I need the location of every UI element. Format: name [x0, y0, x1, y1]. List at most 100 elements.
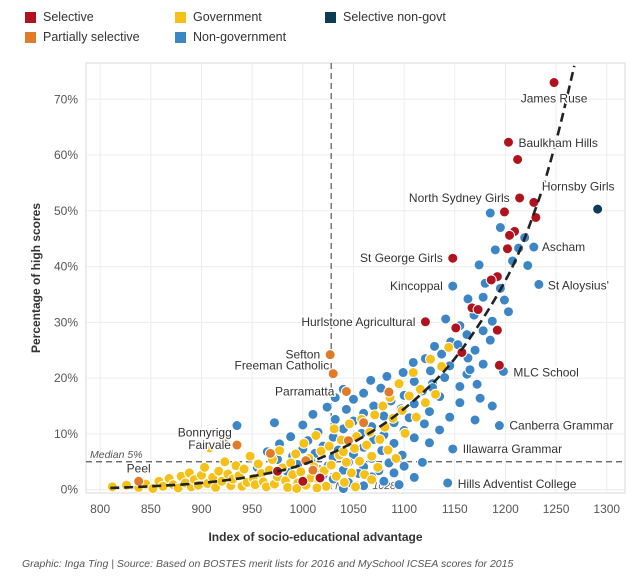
point-partially-selective	[358, 417, 370, 429]
legend-swatch-selective	[25, 11, 36, 23]
point-government	[330, 470, 342, 482]
point-non-government	[522, 259, 534, 271]
point-government	[343, 418, 355, 430]
point-non-government	[429, 340, 441, 352]
point-government	[374, 433, 386, 445]
y-tick-label: 0%	[61, 483, 79, 497]
legend-label-government: Government	[193, 10, 262, 24]
point-non-government	[442, 477, 454, 489]
point-partially-selective	[133, 475, 145, 487]
point-government	[298, 437, 310, 449]
point-non-government	[477, 291, 489, 303]
point-non-government	[388, 467, 400, 479]
point-non-government	[329, 413, 341, 425]
tick-labels: 800 850 900 950 1000 1050 1100 1150 1200 1250 1300…	[54, 92, 620, 516]
y-tick-label: 20%	[54, 371, 78, 385]
point-non-government	[494, 222, 506, 234]
point-non-government	[416, 456, 428, 468]
point-non-government	[484, 207, 496, 219]
point-government	[340, 456, 352, 468]
point-label: James Ruse	[521, 92, 588, 106]
point-non-government	[231, 420, 243, 432]
point-non-government	[462, 293, 474, 305]
point-non-government	[471, 378, 483, 390]
point-government	[121, 479, 133, 491]
point-government	[354, 455, 366, 467]
point-non-government	[502, 306, 514, 318]
point-non-government	[408, 471, 420, 483]
point-label: North Sydney Girls	[409, 191, 510, 205]
point-selective	[504, 229, 515, 241]
point-non-government	[447, 443, 459, 455]
point-government	[310, 430, 322, 442]
point-non-government	[440, 313, 452, 325]
y-tick-label: 50%	[54, 204, 78, 218]
point-government	[325, 459, 337, 471]
x-tick-label: 1100	[391, 502, 417, 516]
point-government	[213, 465, 225, 477]
point-government	[403, 390, 415, 402]
legend-label-non-government: Non-government	[193, 30, 287, 44]
x-axis-title: Index of socio-educational advantage	[208, 530, 422, 544]
x-tick-label: 1150	[442, 502, 468, 516]
point-non-government	[365, 374, 377, 386]
point-government	[291, 483, 303, 495]
point-non-government	[477, 358, 489, 370]
point-non-government	[474, 392, 486, 404]
point-government	[348, 442, 360, 454]
point-selective	[491, 324, 503, 336]
point-non-government	[486, 400, 498, 412]
point-non-government	[423, 437, 435, 449]
point-label: St George Girls	[360, 251, 443, 265]
point-partially-selective	[340, 385, 352, 397]
source-credit: Graphic: Inga Ting | Source: Based on BO…	[22, 558, 514, 570]
x-tick-label: 1300	[593, 502, 620, 516]
point-non-government	[418, 418, 430, 430]
point-selective	[314, 472, 326, 484]
point-non-government	[477, 325, 489, 337]
point-label: Bonnyrigg	[178, 425, 232, 439]
x-tick-label: 1200	[492, 502, 519, 516]
point-partially-selective	[264, 447, 276, 459]
point-non-government	[408, 432, 420, 444]
point-non-government	[358, 387, 370, 399]
legend-item-government: Government	[175, 10, 262, 24]
legend-swatch-partially-selective	[25, 31, 36, 43]
point-government	[282, 481, 294, 493]
point-government	[436, 360, 448, 372]
point-selective	[472, 304, 484, 316]
point-government	[443, 341, 455, 353]
y-tick-label: 70%	[54, 92, 78, 106]
point-government	[320, 480, 332, 492]
point-government	[311, 482, 323, 494]
point-government	[199, 461, 211, 473]
point-label: Hills Adventist College	[458, 477, 577, 491]
x-tick-label: 950	[242, 502, 262, 516]
point-partially-selective	[324, 349, 336, 361]
point-government	[369, 409, 381, 421]
point-partially-selective	[383, 386, 395, 398]
point-non-government	[489, 244, 501, 256]
point-government	[328, 423, 340, 435]
point-label: Baulkham Hills	[518, 136, 597, 150]
point-non-government	[321, 401, 333, 413]
point-non-government	[498, 294, 510, 306]
point-non-government	[347, 393, 359, 405]
point-partially-selective	[218, 432, 230, 444]
point-selective	[450, 322, 462, 334]
point-label: Hurlstone Agricultural	[301, 315, 415, 329]
point-selective	[548, 77, 560, 89]
point-government	[399, 427, 411, 439]
point-selective	[419, 316, 431, 328]
point-non-government	[340, 403, 352, 415]
point-non-government	[469, 414, 481, 426]
point-government	[345, 467, 357, 479]
point-government	[377, 400, 389, 412]
point-non-government	[407, 356, 419, 368]
y-tick-label: 60%	[54, 148, 78, 162]
point-label: MLC School	[513, 365, 578, 379]
point-label: Canberra Grammar	[509, 419, 613, 433]
point-government	[410, 411, 422, 423]
point-non-government	[368, 400, 380, 412]
